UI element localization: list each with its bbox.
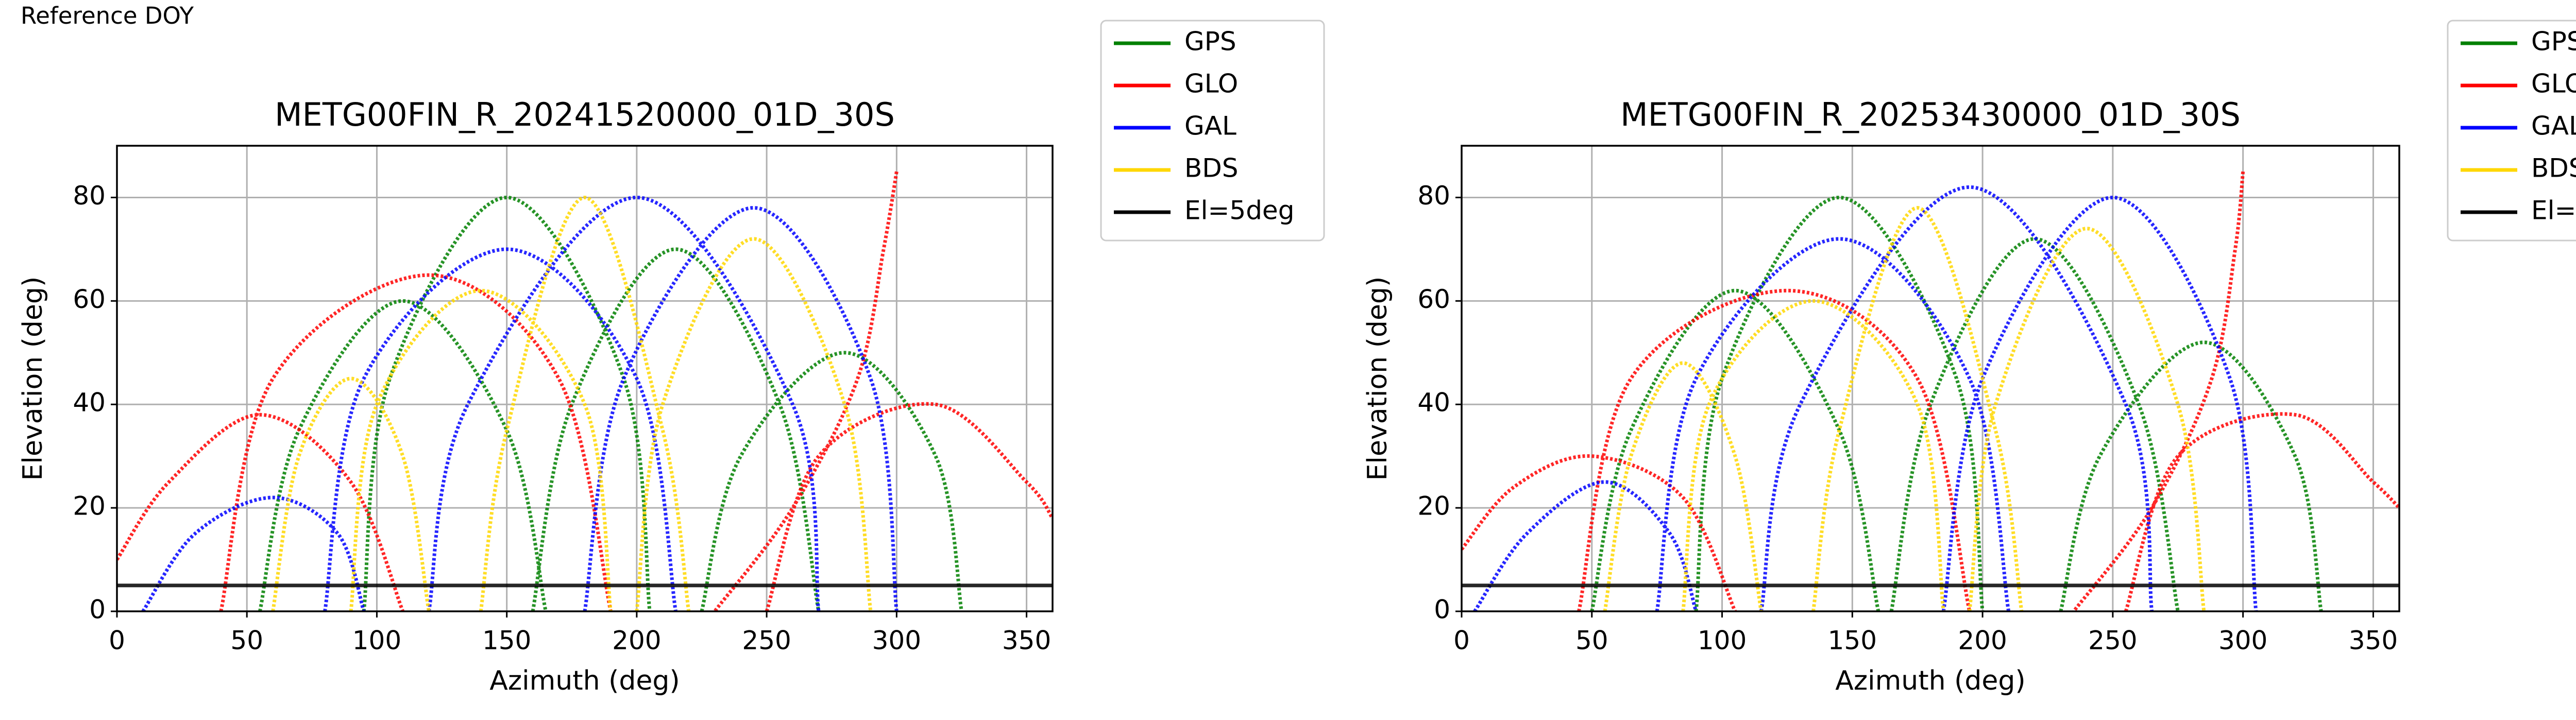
page-label: Reference DOY: [21, 2, 194, 29]
legend-label: BDS: [2531, 153, 2576, 183]
series-line: [1462, 171, 2399, 611]
axes-frame: [1461, 145, 2400, 612]
y-tick-label: 40: [73, 388, 106, 418]
legend-label: GPS: [2531, 27, 2576, 57]
y-tick-label: 20: [73, 491, 106, 521]
y-tick-label: 80: [1417, 181, 1450, 211]
x-tick-label: 100: [352, 626, 401, 656]
x-tick-label: 100: [1698, 626, 1747, 656]
x-axis-label: Azimuth (deg): [489, 665, 680, 696]
x-tick-label: 300: [2218, 626, 2267, 656]
x-tick-label: 200: [612, 626, 661, 656]
series-line: [1473, 185, 2258, 611]
series-line: [141, 195, 899, 611]
x-tick-label: 350: [2349, 626, 2398, 656]
x-tick-label: 250: [2088, 626, 2137, 656]
x-tick-label: 200: [1958, 626, 2007, 656]
x-tick-label: 300: [872, 626, 921, 656]
y-tick-label: 0: [89, 595, 106, 625]
series-line: [117, 171, 1053, 611]
legend-label: GAL: [1184, 111, 1236, 141]
legend-label: El=5deg: [2531, 196, 2576, 226]
x-tick-label: 50: [230, 626, 263, 656]
plot-area: [1462, 171, 2399, 611]
x-tick-label: 50: [1575, 626, 1608, 656]
y-tick-label: 80: [73, 181, 106, 211]
legend-label: BDS: [1184, 153, 1239, 183]
y-tick-label: 40: [1417, 388, 1450, 418]
legend-label: GLO: [1184, 69, 1238, 99]
legend-label: El=5deg: [1184, 196, 1294, 226]
x-tick-label: 350: [1002, 626, 1051, 656]
legend-label: GLO: [2531, 69, 2576, 99]
chart-title: METG00FIN_R_20253430000_01D_30S: [1620, 96, 2241, 133]
y-tick-label: 60: [73, 284, 106, 314]
legend-box: [2447, 20, 2576, 242]
legend-label: GAL: [2531, 111, 2576, 141]
x-tick-label: 250: [742, 626, 791, 656]
y-tick-label: 20: [1417, 491, 1450, 521]
y-axis-label: Elevation (deg): [18, 277, 48, 481]
y-axis-label: Elevation (deg): [1362, 277, 1393, 481]
axes-frame: [116, 145, 1054, 612]
y-tick-label: 60: [1417, 284, 1450, 314]
legend-label: GPS: [1184, 27, 1236, 57]
x-tick-label: 150: [482, 626, 531, 656]
plot-area: [117, 171, 1053, 611]
x-tick-label: 150: [1828, 626, 1877, 656]
series-line: [1603, 206, 2206, 611]
x-tick-label: 0: [109, 626, 125, 656]
y-tick-label: 0: [1434, 595, 1450, 625]
x-tick-label: 0: [1453, 626, 1470, 656]
x-axis-label: Azimuth (deg): [1835, 665, 2025, 696]
legend-box: [1100, 20, 1325, 242]
chart-title: METG00FIN_R_20241520000_01D_30S: [275, 96, 895, 133]
